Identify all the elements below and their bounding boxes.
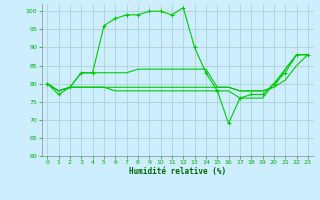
X-axis label: Humidité relative (%): Humidité relative (%): [129, 167, 226, 176]
